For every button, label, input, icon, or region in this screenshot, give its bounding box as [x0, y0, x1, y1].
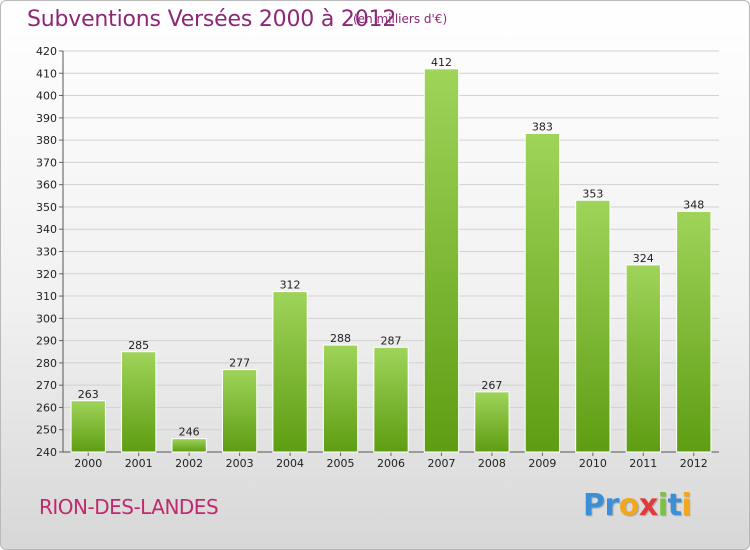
logo-letter: r [604, 488, 620, 523]
proxiti-logo: Proxiti [583, 488, 692, 523]
y-tick-label: 380 [36, 134, 57, 147]
x-tick-label: 2008 [478, 457, 506, 470]
bar [171, 438, 207, 453]
y-tick-label: 340 [36, 223, 57, 236]
bar [676, 210, 712, 453]
bar [625, 264, 661, 453]
y-tick-label: 290 [36, 335, 57, 348]
x-tick-label: 2009 [528, 457, 556, 470]
bar-value-label: 288 [330, 332, 351, 345]
y-tick-label: 330 [36, 246, 57, 259]
x-tick-label: 2004 [276, 457, 304, 470]
x-tick-label: 2001 [125, 457, 153, 470]
y-tick-label: 280 [36, 357, 57, 370]
bar-value-label: 312 [280, 279, 301, 292]
labels: 240 250 260 270 280 290 300 310 320 330 340 350 360 3… [36, 45, 708, 470]
bar [121, 351, 157, 453]
x-tick-label: 2005 [327, 457, 355, 470]
x-tick-label: 2012 [680, 457, 708, 470]
logo-letter: x [638, 488, 658, 523]
bar-value-label: 383 [532, 120, 553, 133]
y-tick-label: 320 [36, 268, 57, 281]
y-tick-label: 410 [36, 67, 57, 80]
bar [423, 68, 460, 453]
logo-letter: o [618, 488, 640, 523]
bar [524, 132, 561, 453]
y-tick-label: 360 [36, 179, 57, 192]
y-tick-label: 400 [36, 90, 57, 103]
x-tick-label: 2011 [629, 457, 657, 470]
x-tick-label: 2002 [175, 457, 203, 470]
x-tick-label: 2010 [579, 457, 607, 470]
y-tick-label: 270 [36, 379, 57, 392]
bar-value-label: 277 [229, 357, 250, 370]
x-tick-label: 2000 [74, 457, 102, 470]
x-tick-label: 2003 [226, 457, 254, 470]
bars [70, 68, 712, 453]
bar-value-label: 246 [179, 426, 200, 439]
chart-subtitle: (en milliers d'€) [353, 12, 448, 26]
bar [474, 391, 510, 453]
logo-letter: t [667, 488, 682, 523]
bar [221, 369, 258, 453]
bar [272, 291, 308, 453]
y-tick-label: 370 [36, 156, 57, 169]
bar-value-label: 353 [582, 187, 603, 200]
bar-value-label: 412 [431, 56, 452, 69]
y-tick-label: 260 [36, 401, 57, 414]
y-tick-label: 240 [36, 446, 57, 459]
y-tick-label: 350 [36, 201, 57, 214]
bar-value-label: 267 [481, 379, 502, 392]
bar [373, 346, 409, 453]
bar [575, 199, 611, 453]
bar [70, 400, 106, 453]
bar-value-label: 285 [128, 339, 149, 352]
x-tick-label: 2006 [377, 457, 405, 470]
commune-name: RION-DES-LANDES [39, 495, 219, 519]
logo-letter: i [657, 488, 668, 523]
y-tick-label: 390 [36, 112, 57, 125]
bar [322, 344, 359, 453]
chart-title: Subventions Versées 2000 à 2012 [27, 7, 397, 32]
y-tick-label: 300 [36, 312, 57, 325]
bar-value-label: 263 [78, 388, 99, 401]
y-tick-label: 250 [36, 424, 57, 437]
x-tick-label: 2007 [427, 457, 455, 470]
y-tick-label: 310 [36, 290, 57, 303]
bar-value-label: 324 [633, 252, 654, 265]
bar-value-label: 348 [683, 198, 704, 211]
y-tick-label: 420 [36, 45, 57, 58]
bar-value-label: 287 [381, 334, 402, 347]
logo-letter: P [583, 488, 605, 523]
logo-letter: i [681, 488, 692, 523]
